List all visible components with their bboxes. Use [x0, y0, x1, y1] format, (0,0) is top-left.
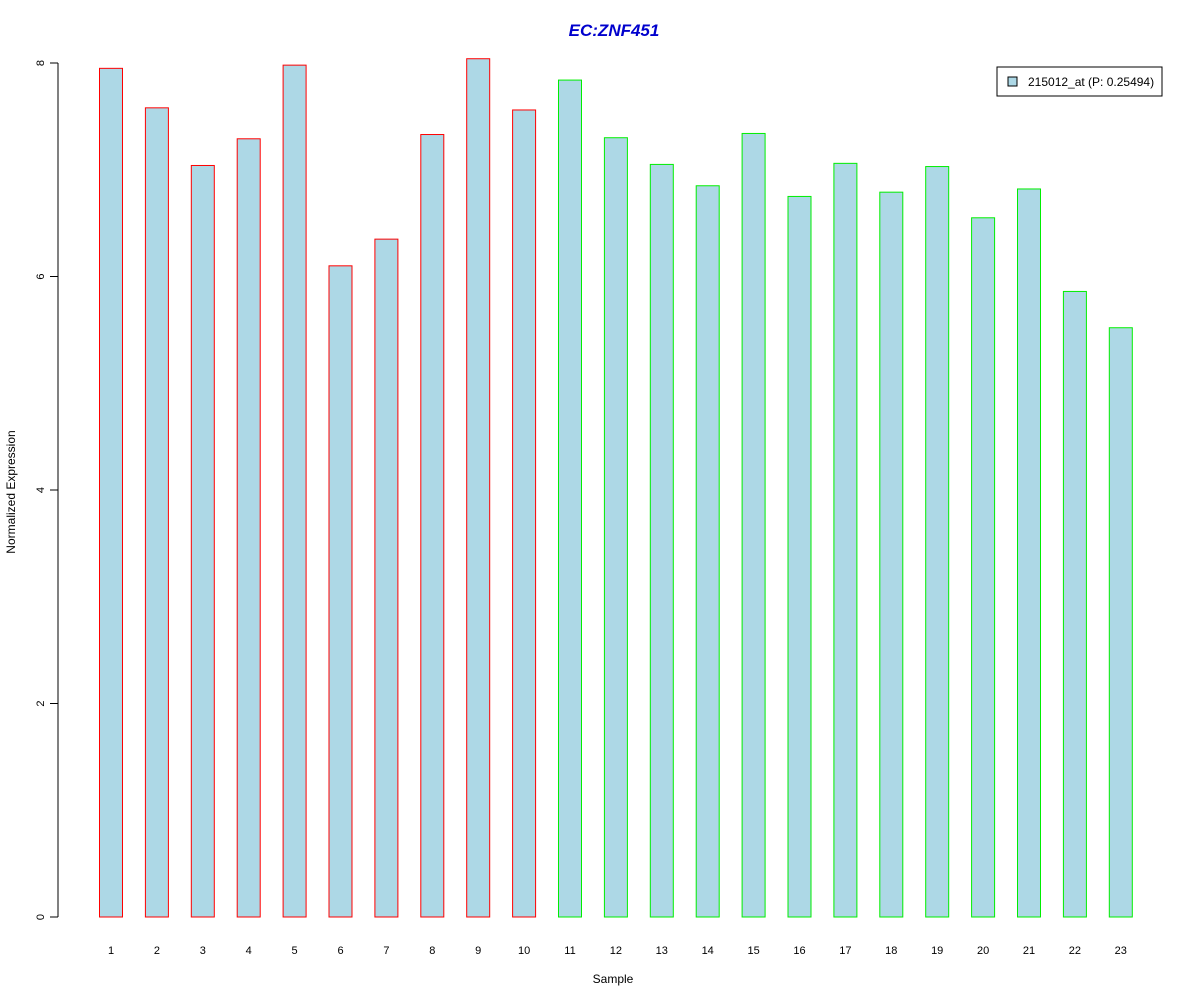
- legend-label: 215012_at (P: 0.25494): [1028, 75, 1154, 89]
- bar-sample-7: [374, 238, 399, 918]
- x-tick-label: 11: [564, 945, 575, 957]
- x-tick-label: 1: [108, 945, 114, 957]
- y-tick-label: 0: [35, 914, 47, 920]
- x-tick-label: 20: [977, 945, 989, 957]
- legend-box: [996, 66, 1163, 97]
- x-tick-label: 10: [518, 945, 530, 957]
- x-tick-label: 2: [154, 945, 160, 957]
- x-tick-label: 19: [931, 945, 943, 957]
- bar-sample-3: [190, 164, 215, 918]
- bar-sample-4: [236, 138, 261, 918]
- bar-sample-5: [282, 64, 307, 918]
- bar-sample-23: [1108, 327, 1133, 918]
- x-tick-label: 14: [702, 945, 714, 957]
- y-tick-label: 8: [35, 60, 47, 66]
- x-tick-label: 17: [839, 945, 851, 957]
- bar-sample-2: [144, 107, 169, 918]
- bar-sample-9: [466, 58, 491, 918]
- x-tick-label: 16: [793, 945, 805, 957]
- legend: 215012_at (P: 0.25494): [996, 66, 1163, 97]
- bar-sample-22: [1062, 290, 1087, 918]
- bar-sample-11: [558, 79, 582, 918]
- bar-sample-10: [512, 109, 537, 918]
- x-axis-tick-labels: 1 2 3 4 5 6 7 8 9 10 11 12 13 14 15 16 17 18 19 20 21 22 23: [108, 945, 1127, 957]
- legend-swatch: [1007, 76, 1018, 87]
- x-tick-label: 13: [656, 945, 668, 957]
- bar-sample-12: [603, 137, 628, 918]
- bar-sample-1: [99, 67, 123, 918]
- x-axis-label: Sample: [593, 972, 634, 986]
- bar-sample-8: [420, 134, 445, 918]
- x-tick-label: 6: [337, 945, 343, 957]
- bar-sample-16: [787, 195, 812, 918]
- x-tick-label: 15: [747, 945, 759, 957]
- x-tick-label: 5: [292, 945, 298, 957]
- bar-sample-18: [879, 191, 904, 918]
- x-tick-label: 23: [1115, 945, 1127, 957]
- x-tick-label: 18: [885, 945, 897, 957]
- x-tick-label: 3: [200, 945, 206, 957]
- bar-sample-6: [328, 265, 353, 918]
- bar-sample-21: [1017, 188, 1041, 918]
- y-axis-ticks: 0 2 4 6 8: [35, 60, 58, 920]
- y-tick-label: 4: [35, 487, 47, 493]
- bar-sample-17: [833, 162, 858, 918]
- bar-sample-13: [649, 163, 674, 918]
- x-tick-label: 22: [1069, 945, 1081, 957]
- x-tick-label: 21: [1023, 945, 1035, 957]
- x-tick-label: 7: [383, 945, 389, 957]
- y-axis-label: Normalized Expression: [4, 430, 18, 553]
- bar-sample-15: [741, 132, 766, 918]
- x-tick-label: 8: [429, 945, 435, 957]
- bar-series: [99, 58, 1133, 918]
- x-tick-label: 4: [246, 945, 252, 957]
- chart-title: EC:ZNF451: [569, 21, 660, 40]
- y-tick-label: 6: [35, 273, 47, 279]
- x-tick-label: 12: [610, 945, 622, 957]
- bar-sample-19: [925, 166, 950, 918]
- x-tick-label: 9: [475, 945, 481, 957]
- bar-sample-20: [971, 217, 996, 918]
- bar-sample-14: [695, 185, 720, 918]
- y-tick-label: 2: [35, 700, 47, 706]
